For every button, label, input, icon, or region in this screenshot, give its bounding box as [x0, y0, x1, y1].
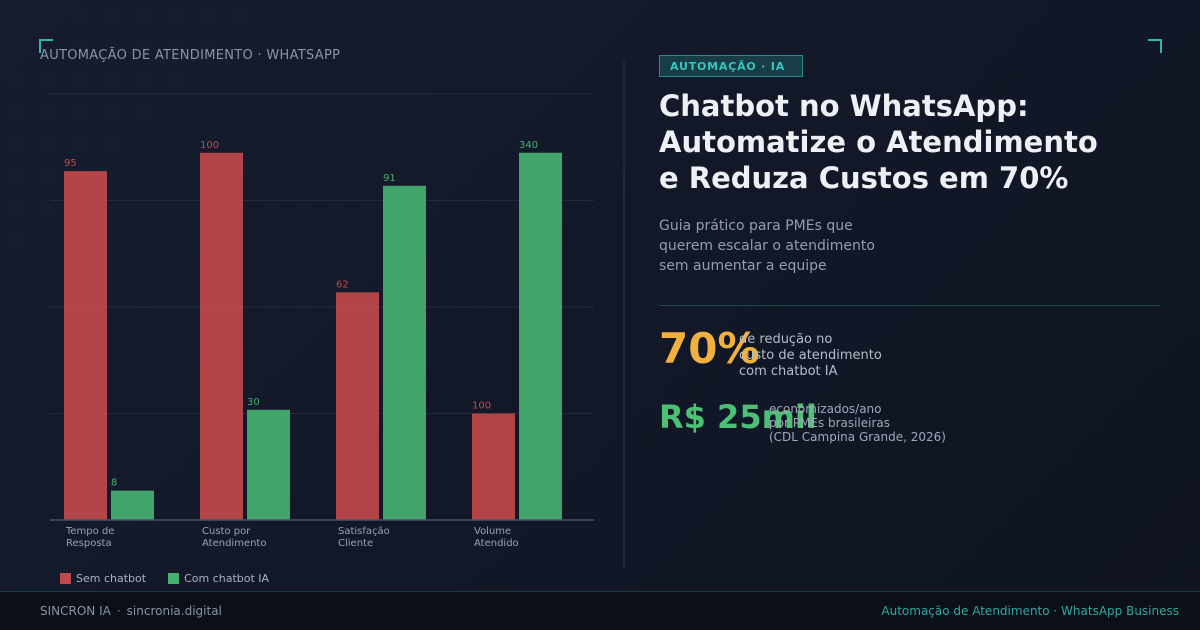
stat-desc-line: por PMEs brasileiras	[769, 416, 891, 430]
data-label: 100	[472, 401, 491, 412]
title-line: Automatize o Atendimento	[659, 125, 1098, 159]
page-title: Chatbot no WhatsApp: Automatize o Atendi…	[659, 88, 1179, 196]
stat-desc-line: (CDL Campina Grande, 2026)	[769, 430, 946, 444]
x-tick-label: Cliente	[338, 538, 373, 549]
title-line: Chatbot no WhatsApp:	[659, 89, 1029, 123]
legend-swatch-sem	[60, 573, 71, 584]
stat-cost-reduction-value: 70%	[659, 324, 760, 373]
footer-separator: ·	[116, 604, 121, 618]
data-label: 30	[247, 397, 260, 408]
x-tick-label: Atendimento	[202, 538, 266, 549]
legend-label-com: Com chatbot IA	[184, 572, 270, 585]
footer-tagline: Automação de Atendimento · WhatsApp Busi…	[881, 604, 1179, 618]
x-tick-label: Satisfação	[338, 526, 390, 537]
chart-eyebrow: AUTOMAÇÃO DE ATENDIMENTO · WHATSAPP	[40, 48, 341, 63]
section-divider	[659, 305, 1160, 306]
footer-site-link[interactable]: sincronia.digital	[126, 604, 222, 618]
bar-sem	[200, 152, 243, 521]
bar-sem	[64, 171, 107, 520]
page-subtitle: Guia prático para PMEs que querem escala…	[659, 216, 919, 276]
stat-savings-desc: economizados/ano por PMEs brasileiras (C…	[769, 402, 946, 444]
footer-bar: SINCRON IA · sincronia.digital Automação d…	[0, 591, 1200, 630]
bar-com	[247, 409, 290, 520]
stat-cost-reduction-desc: de redução no custo de atendimento com c…	[739, 332, 882, 380]
x-tick-label: Tempo de	[65, 526, 114, 537]
legend-item-sem: Sem chatbot	[60, 572, 146, 585]
x-tick-label: Resposta	[66, 538, 112, 549]
vertical-divider	[623, 60, 625, 570]
bar-com	[519, 152, 562, 521]
stat-desc-line: custo de atendimento	[739, 348, 882, 363]
data-label: 95	[64, 158, 77, 169]
corner-bracket-top-left	[39, 39, 53, 53]
x-tick-label: Custo por	[202, 526, 251, 537]
data-label: 8	[111, 478, 117, 489]
data-label: 100	[200, 140, 219, 151]
bar-sem	[472, 413, 515, 520]
stat-savings-value: R$ 25mil	[659, 398, 817, 436]
subtitle-line: Guia prático para PMEs que	[659, 218, 853, 234]
chart-legend: Sem chatbot Com chatbot IA	[60, 572, 269, 585]
footer-brand: SINCRON IA	[40, 604, 111, 618]
category-badge: AUTOMAÇÃO · IA	[659, 55, 803, 77]
data-label: 340	[519, 140, 538, 151]
stat-desc-line: de redução no	[739, 332, 833, 347]
bar-sem	[336, 292, 379, 520]
x-tick-label: Volume	[474, 526, 511, 537]
corner-bracket-top-right	[1148, 39, 1162, 53]
bar-com	[383, 185, 426, 520]
subtitle-line: sem aumentar a equipe	[659, 258, 827, 274]
stat-desc-line: com chatbot IA	[739, 364, 838, 379]
legend-swatch-com	[168, 573, 180, 584]
legend-item-com: Com chatbot IA	[168, 572, 269, 585]
x-tick-label: Atendido	[474, 538, 519, 549]
data-label: 91	[383, 173, 396, 184]
title-line: e Reduza Custos em 70%	[659, 161, 1069, 195]
data-label: 62	[336, 279, 349, 290]
subtitle-line: querem escalar o atendimento	[659, 238, 875, 254]
footer-brand-group: SINCRON IA · sincronia.digital	[40, 604, 222, 618]
stat-desc-line: economizados/ano	[769, 402, 882, 416]
bar-com	[111, 490, 154, 520]
legend-label-sem: Sem chatbot	[76, 572, 147, 585]
